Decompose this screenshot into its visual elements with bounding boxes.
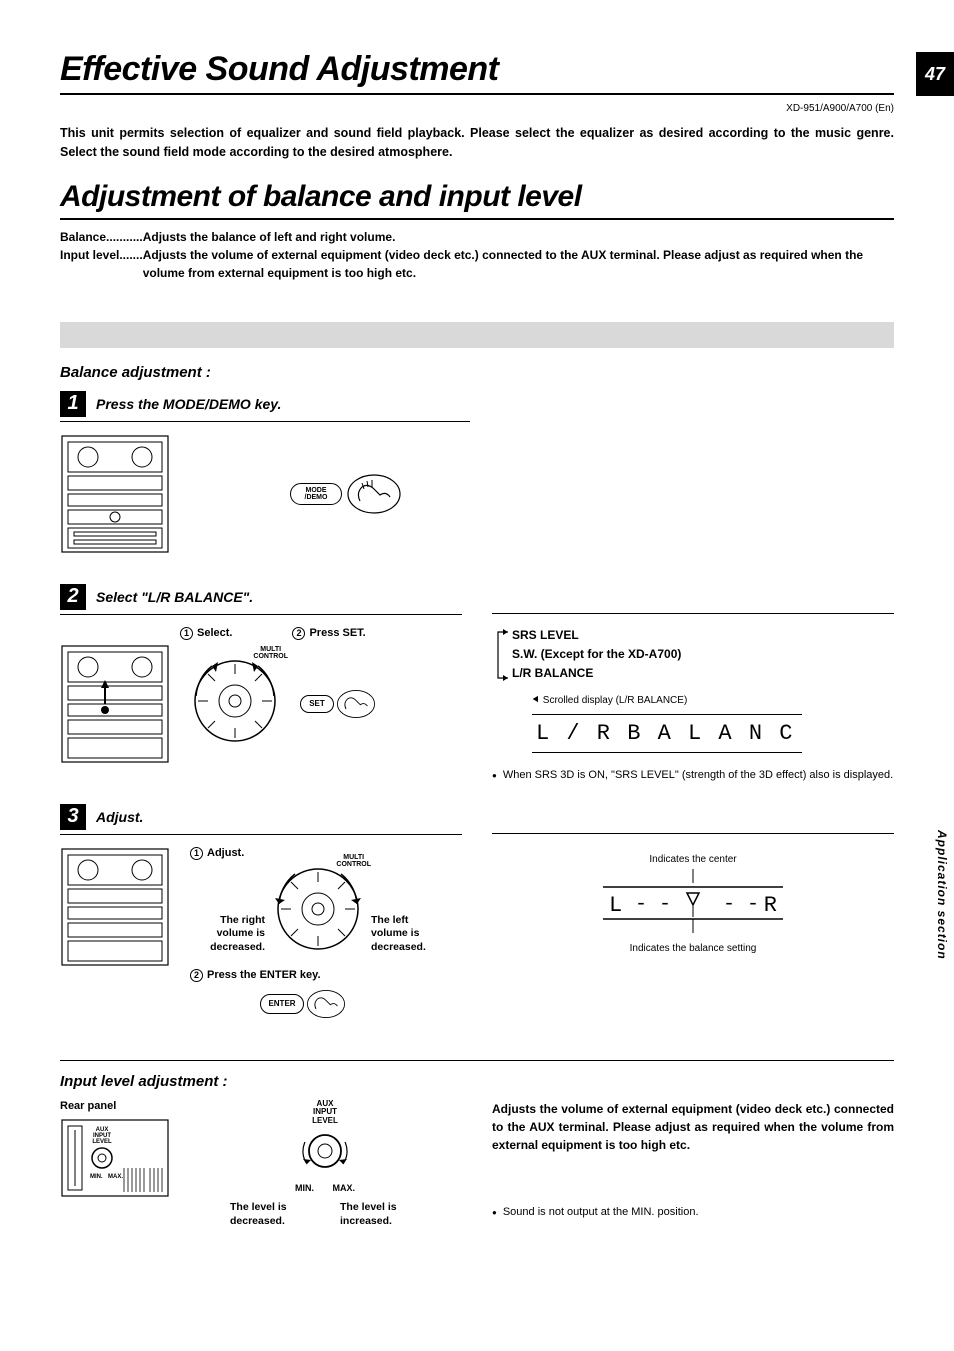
input-desc: Adjusts the volume of external equipment…: [143, 246, 894, 282]
action-press-set: 2Press SET.: [292, 627, 365, 640]
rear-panel-block: Rear panel AUX INPUT LEVEL MIN. MAX.: [60, 1100, 170, 1203]
action-press-enter: 2Press the ENTER key.: [190, 969, 446, 982]
step-2-stereo-column: 1Select. 2Press SET.: [60, 627, 376, 764]
step-2-header: 2 Select "L/R BALANCE".: [60, 584, 462, 615]
balance-section-label: Balance adjustment :: [60, 364, 894, 381]
input-level-right-col: Adjusts the volume of external equipment…: [492, 1100, 894, 1229]
balance-desc: Adjusts the balance of left and right vo…: [143, 228, 396, 246]
center-indicator-label: Indicates the center: [492, 854, 894, 865]
menu-item-sw: S.W. (Except for the XD-A700): [512, 645, 894, 664]
input-level-section: Input level adjustment : Rear panel AUX …: [60, 1060, 894, 1229]
menu-bracket-icon: [492, 628, 510, 684]
step-3-right-col: Indicates the center L - - R - - Indicat…: [492, 804, 894, 1020]
dial-icon-2: [273, 864, 363, 954]
svg-text:MIN.: MIN.: [90, 1174, 103, 1180]
max-label: MAX.: [333, 1183, 356, 1193]
adjust-dial-block: 1Adjust. The right volume is decreased. …: [190, 847, 446, 1020]
set-button-icon: SET: [300, 695, 334, 713]
enter-button-icon: ENTER: [260, 994, 304, 1014]
menu-item-balance: L/R BALANCE: [512, 664, 894, 683]
model-reference: XD-951/A900/A700 (En): [60, 103, 894, 114]
hand-press-icon-2: [336, 688, 376, 720]
mode-demo-button-icon: MODE /DEMO: [290, 483, 342, 505]
svg-text:R: R: [764, 893, 777, 918]
svg-text:- -: - -: [635, 893, 671, 916]
action-adjust: 1Adjust.: [190, 847, 446, 860]
side-section-label: Application section: [935, 830, 949, 960]
rear-panel-label: Rear panel: [60, 1100, 170, 1112]
hand-press-icon-3: [306, 988, 346, 1020]
right-vol-dec-label: The right volume is decreased.: [190, 864, 265, 955]
main-title: Effective Sound Adjustment: [60, 50, 894, 95]
min-position-note: Sound is not output at the MIN. position…: [492, 1204, 894, 1221]
stereo-unit-icon-3: [60, 847, 170, 967]
action-select: 1Select.: [180, 627, 232, 640]
left-vol-dec-label: The left volume is decreased.: [371, 864, 446, 955]
step-3-header: 3 Adjust.: [60, 804, 462, 835]
definitions-block: Balance........... Adjusts the balance o…: [60, 228, 894, 282]
step-3-text: Adjust.: [96, 809, 143, 825]
page-content: Effective Sound Adjustment XD-951/A900/A…: [0, 0, 954, 1258]
multi-control-dial: MULTI CONTROL: [190, 656, 280, 751]
menu-item-srs: SRS LEVEL: [512, 626, 894, 645]
step-2-row: 2 Select "L/R BALANCE". 1Select. 2Press …: [60, 584, 894, 784]
grey-separator-bar: [60, 322, 894, 348]
step-3-number: 3: [60, 804, 86, 830]
input-level-desc: Adjusts the volume of external equipment…: [492, 1100, 894, 1154]
dial-icon: [190, 656, 280, 746]
step-2-text: Select "L/R BALANCE".: [96, 589, 253, 605]
min-label: MIN.: [295, 1183, 314, 1193]
balance-setting-label: Indicates the balance setting: [492, 943, 894, 954]
step-3-row: 3 Adjust. 1Adjust. The right: [60, 804, 894, 1020]
aux-knob-block: AUX INPUT LEVEL MIN. MAX. The l: [230, 1100, 420, 1229]
svg-text:LEVEL: LEVEL: [92, 1139, 112, 1145]
svg-text:- -: - -: [723, 893, 759, 916]
stereo-unit-icon-2: [60, 644, 170, 764]
balance-term: Balance...........: [60, 228, 143, 246]
level-inc-label: The level is increased.: [340, 1201, 420, 1228]
input-level-label: Input level adjustment :: [60, 1073, 894, 1090]
srs-note: When SRS 3D is ON, "SRS LEVEL" (strength…: [492, 767, 894, 784]
intro-paragraph: This unit permits selection of equalizer…: [60, 124, 894, 162]
sub-title: Adjustment of balance and input level: [60, 180, 894, 220]
step-2-right-col: SRS LEVEL S.W. (Except for the XD-A700) …: [492, 584, 894, 784]
step-1-number: 1: [60, 391, 86, 417]
rear-panel-icon: AUX INPUT LEVEL MIN. MAX.: [60, 1118, 170, 1198]
menu-tree: SRS LEVEL S.W. (Except for the XD-A700) …: [512, 626, 894, 684]
svg-text:L: L: [609, 893, 622, 918]
page-number-tab: 47: [916, 52, 954, 96]
aux-knob-label: AUX INPUT LEVEL: [230, 1100, 420, 1126]
scroll-note: ⯇ Scrolled display (L/R BALANCE): [532, 695, 894, 706]
input-term: Input level.......: [60, 246, 143, 282]
level-dec-label: The level is decreased.: [230, 1201, 310, 1228]
aux-knob-icon: [295, 1126, 355, 1176]
hand-press-icon: [346, 473, 402, 515]
svg-text:MAX.: MAX.: [108, 1174, 123, 1180]
balance-indicator-diagram: Indicates the center L - - R - - Indicat…: [492, 854, 894, 954]
step-1-header: 1 Press the MODE/DEMO key.: [60, 391, 470, 422]
stereo-unit-icon: [60, 434, 170, 554]
step-1-text: Press the MODE/DEMO key.: [96, 396, 281, 412]
step-2-number: 2: [60, 584, 86, 610]
lcd-display-balance: L / R B A L A N C: [532, 714, 802, 753]
step-1-diagram: MODE /DEMO: [60, 434, 894, 554]
